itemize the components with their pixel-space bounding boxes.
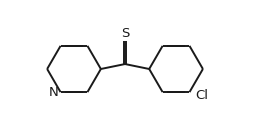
Text: S: S: [121, 27, 129, 40]
Text: Cl: Cl: [195, 89, 208, 102]
Text: N: N: [49, 86, 58, 99]
